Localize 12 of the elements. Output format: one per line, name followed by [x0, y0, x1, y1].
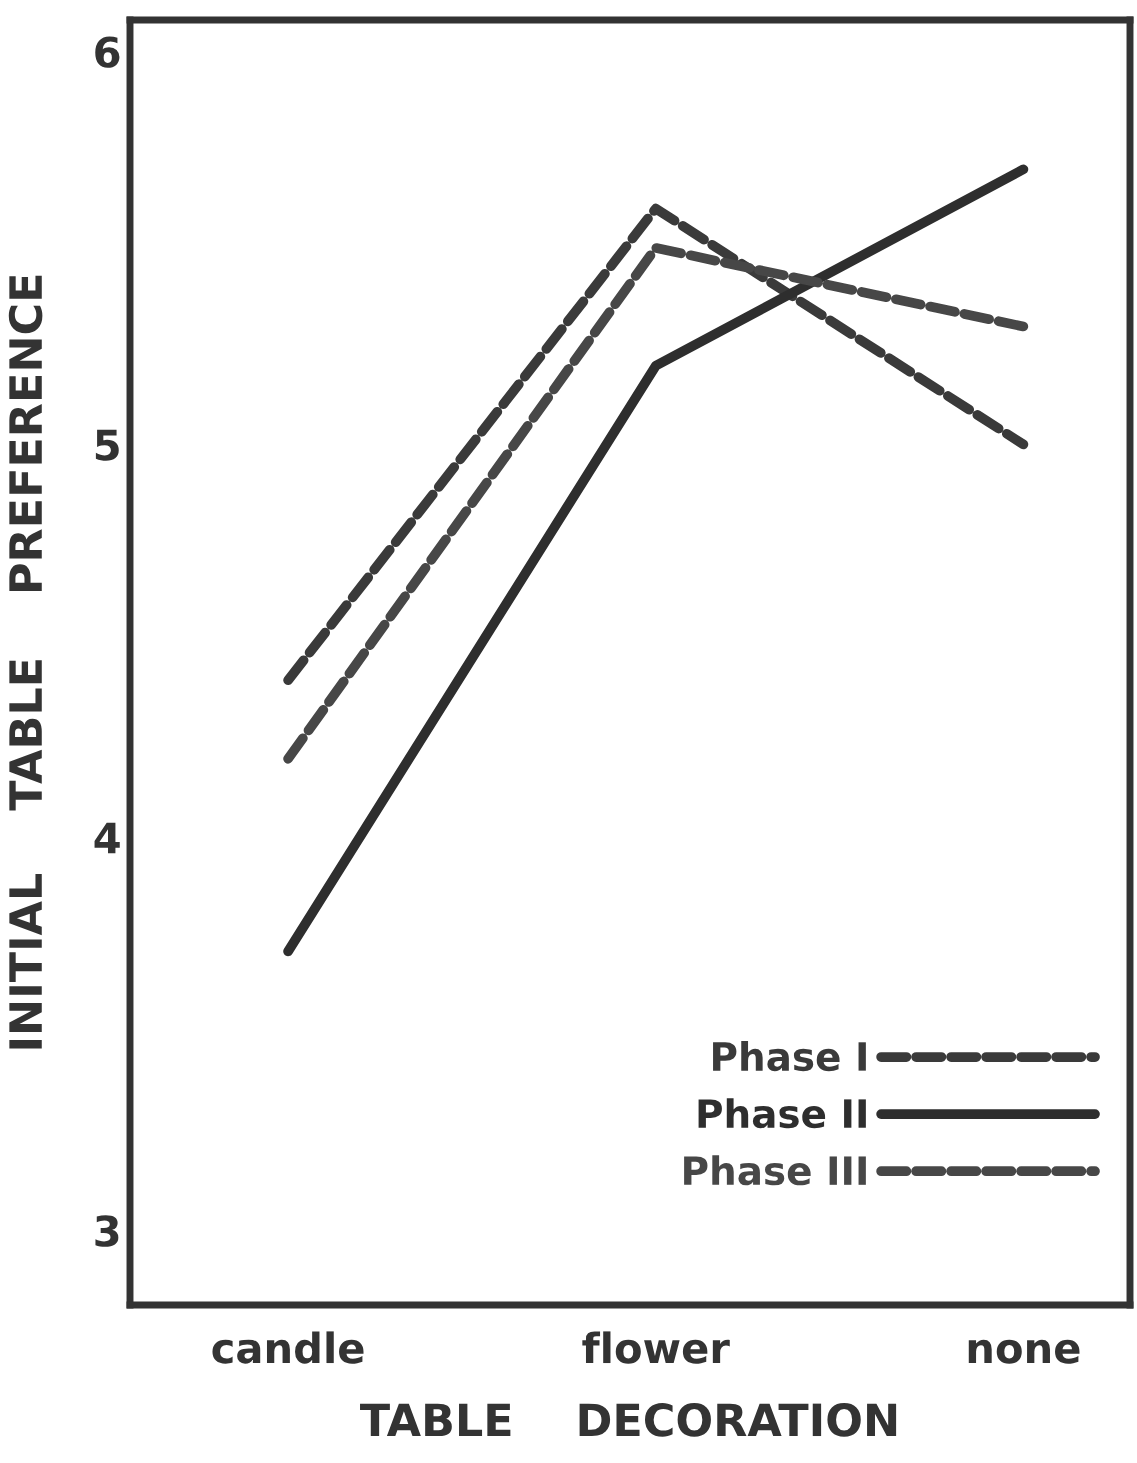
text: Phase II [698, 1098, 866, 1129]
y-tick-label: 5 [95, 429, 119, 461]
y-tick-label: 4 [94, 822, 120, 854]
x-tick-label: none [968, 1339, 1080, 1364]
x-tick-label: candle [212, 1331, 364, 1364]
text: Phase III [684, 1155, 866, 1186]
text: Phase I [713, 1041, 866, 1072]
y-tick-label: 6 [95, 36, 120, 68]
x-axis-title: TABLE DECORATION [360, 1403, 897, 1437]
y-tick-label: 3 [95, 1215, 119, 1247]
y-axis-title: INITIAL TABLE PREFERENCE [8, 275, 43, 1049]
x-tick-label: flower [582, 1331, 730, 1364]
